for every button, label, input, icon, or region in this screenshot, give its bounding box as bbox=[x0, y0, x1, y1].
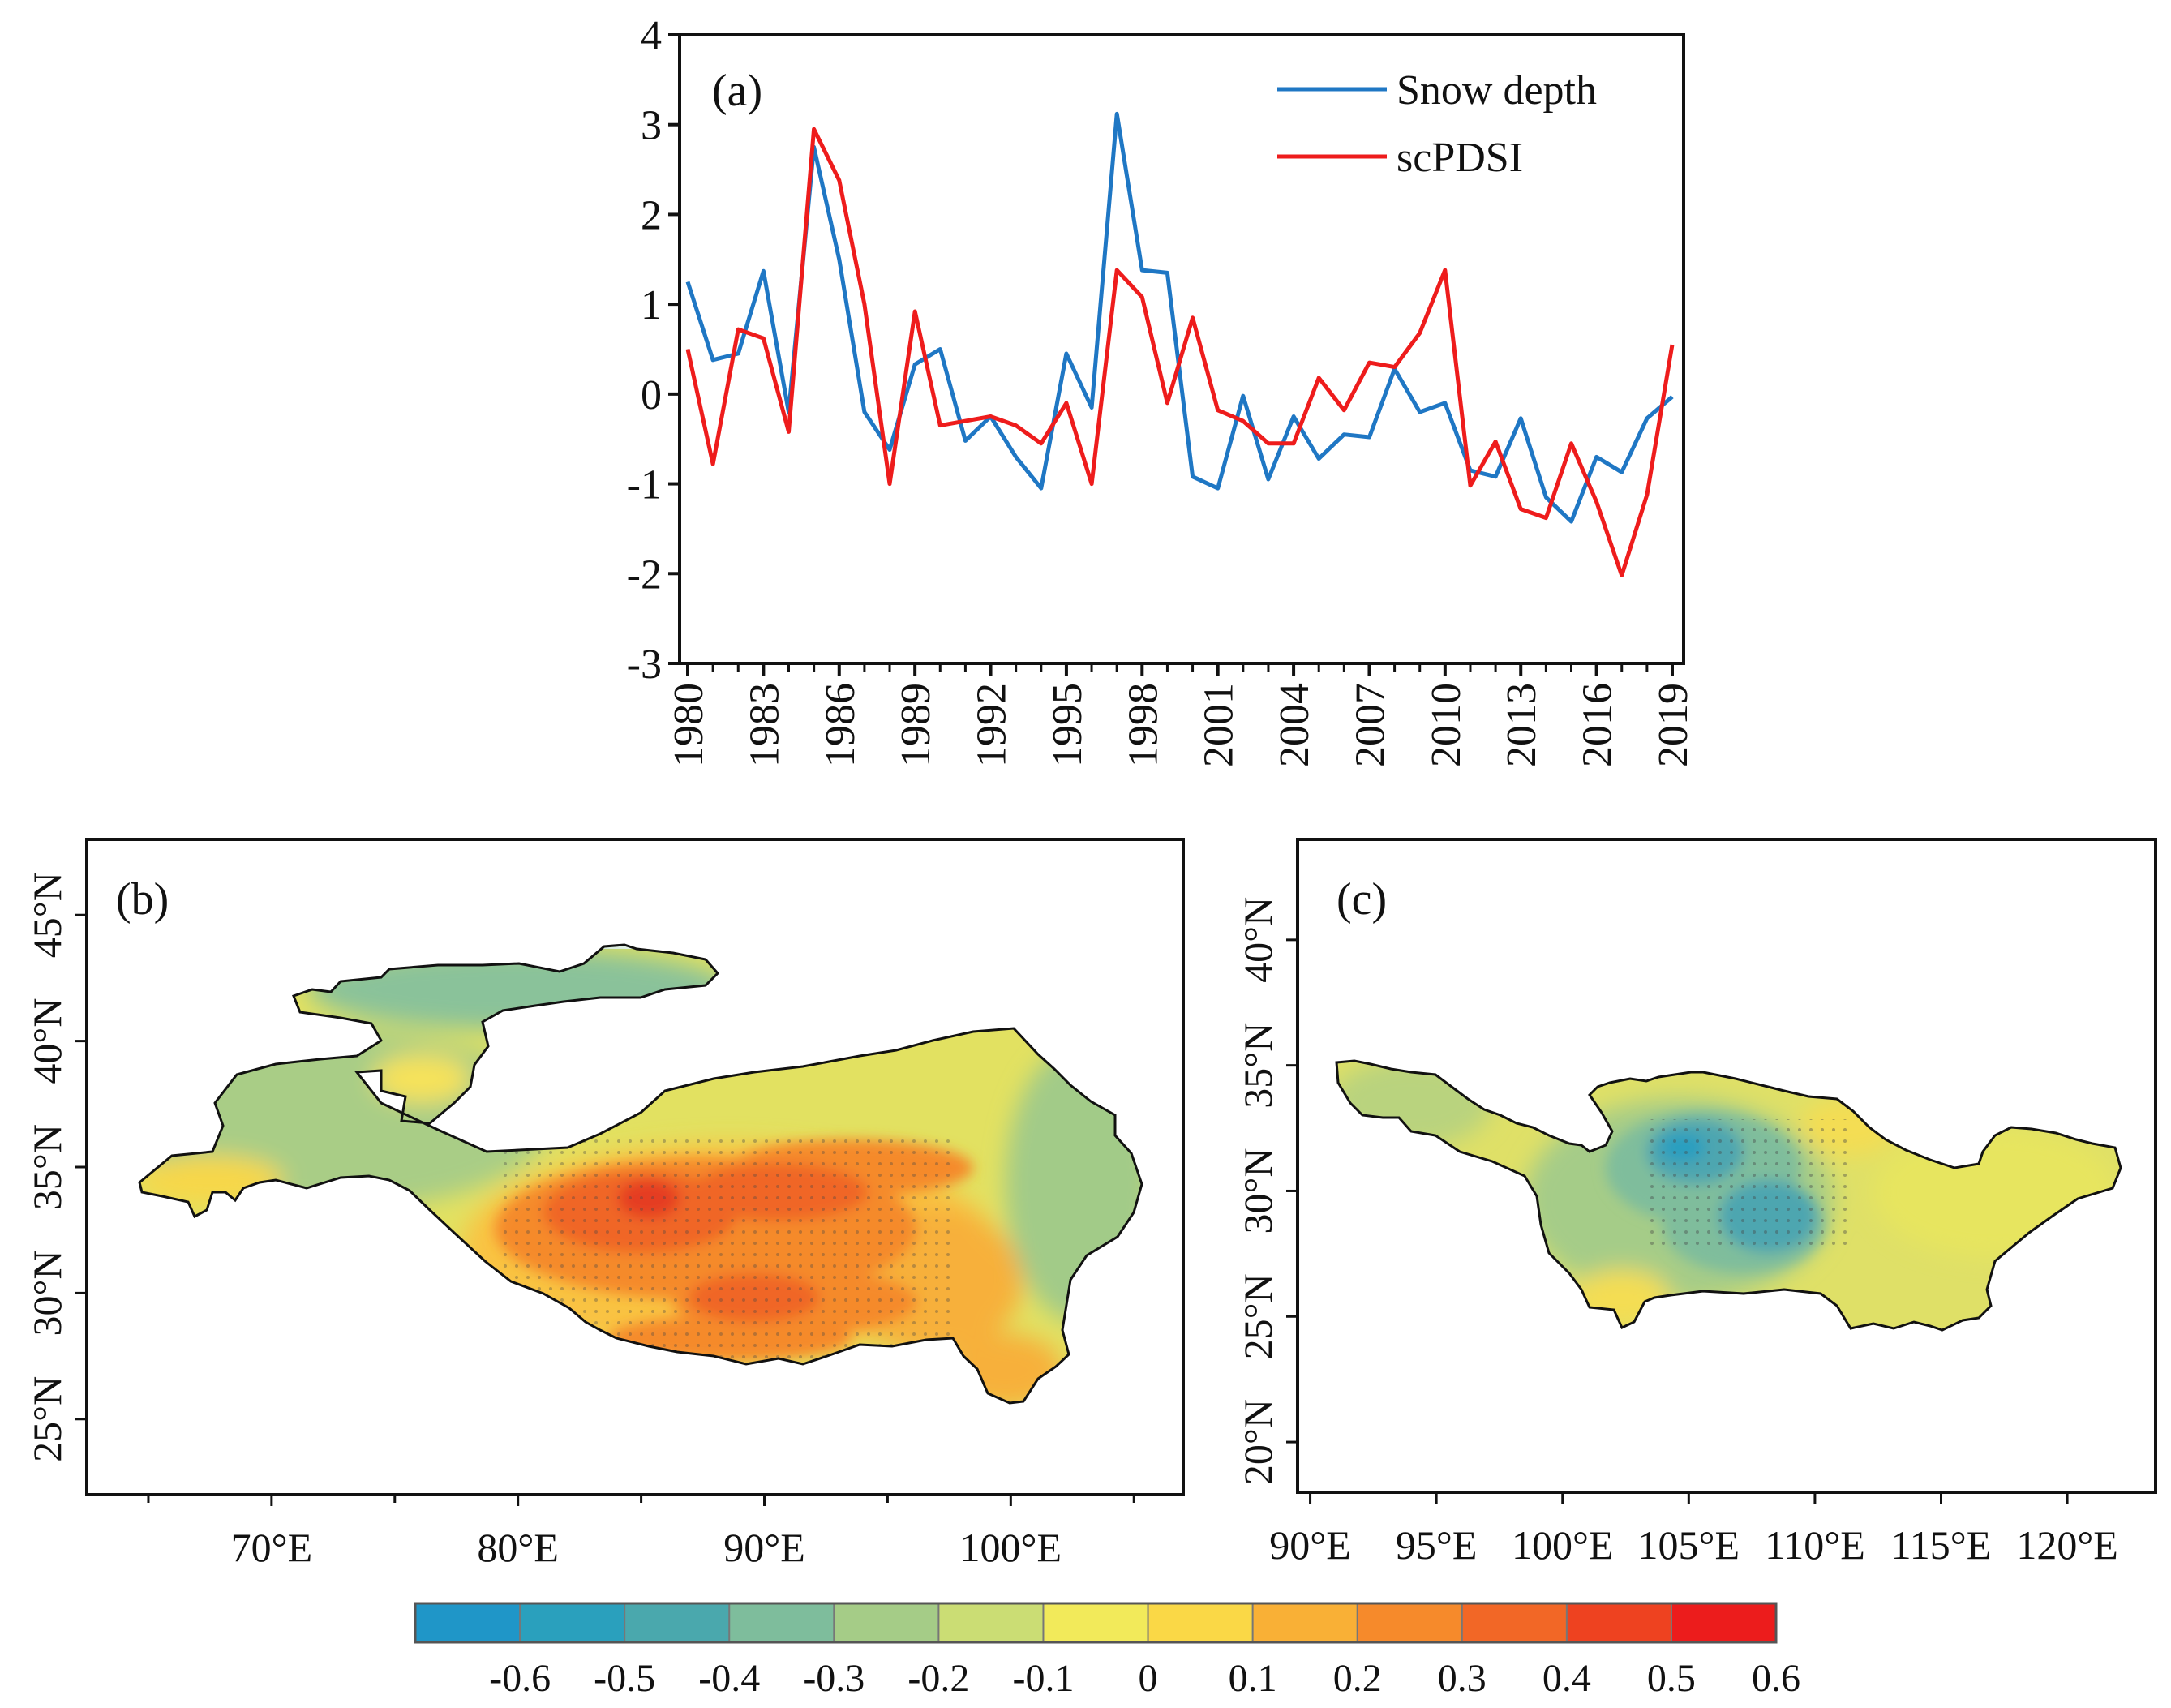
colorbar-tick-label: 0 bbox=[1139, 1657, 1158, 1700]
x-tick-label: 1989 bbox=[893, 683, 939, 767]
lon-tick-label: 95°E bbox=[1396, 1522, 1478, 1568]
lon-tick-label: 115°E bbox=[1891, 1522, 1992, 1568]
x-tick-label: 2016 bbox=[1575, 683, 1621, 767]
colorbar-tick-label: -0.6 bbox=[489, 1657, 551, 1700]
map-frame-b bbox=[85, 838, 1185, 1496]
lat-tick-label: 25°N bbox=[1235, 1273, 1281, 1359]
x-tick-label: 2013 bbox=[1499, 683, 1545, 767]
lat-tick-label: 25°N bbox=[24, 1376, 70, 1462]
x-tick-label: 1986 bbox=[817, 683, 864, 767]
colorbar-tick-label: 0.2 bbox=[1333, 1657, 1382, 1700]
colorbar: -0.6 -0.5 -0.4 -0.3 -0.2 -0.1 0 0.1 0.2 0.3 0.4 0.5… bbox=[414, 1602, 1800, 1700]
plot-frame-a bbox=[678, 33, 1685, 665]
legend-label-snow-depth: Snow depth bbox=[1397, 67, 1597, 114]
colorbar-tick-label: -0.3 bbox=[803, 1657, 865, 1700]
lat-tick-label: 30°N bbox=[24, 1250, 70, 1336]
map-panel-c: 90°E 95°E 100°E 105°E 110°E 115°E 120°E 40°N 35°… bbox=[1235, 838, 2157, 1568]
series-lines bbox=[685, 111, 1675, 577]
x-tick-label: 1980 bbox=[666, 683, 712, 767]
colorbar-tick-label: 0.3 bbox=[1438, 1657, 1487, 1700]
colorbar-tick-label: -0.2 bbox=[907, 1657, 969, 1700]
panel-label-c: (c) bbox=[1336, 874, 1387, 925]
y-tick-label: -2 bbox=[627, 551, 662, 598]
map-panel-b: 70°E 80°E 90°E 100°E 45°N 40°N 35°N 30°N 25°N (b… bbox=[24, 838, 1185, 1570]
colorbar-swatch bbox=[1251, 1603, 1359, 1643]
x-tick-label: 2010 bbox=[1423, 683, 1470, 767]
y-tick-label: 2 bbox=[641, 192, 662, 238]
colorbar-swatch bbox=[728, 1603, 835, 1643]
panel-label-b: (b) bbox=[116, 874, 169, 925]
lat-tick-label: 20°N bbox=[1235, 1399, 1281, 1485]
lat-tick-label: 30°N bbox=[1235, 1148, 1281, 1234]
x-tick-label: 1992 bbox=[969, 683, 1015, 767]
y-tick-label: -1 bbox=[627, 462, 662, 509]
colorbar-swatch bbox=[519, 1603, 626, 1643]
x-tick-label: 2001 bbox=[1196, 683, 1242, 767]
lat-tick-label: 45°N bbox=[24, 872, 70, 958]
colorbar-swatch bbox=[1042, 1603, 1150, 1643]
x-axis-ticks: 1980 1983 1986 1989 1992 1995 1998 2001 2004 2007… bbox=[666, 663, 1697, 767]
lon-tick-label: 90°E bbox=[1269, 1522, 1351, 1568]
y-axis-ticks: 4 3 2 1 0 -1 -2 -3 bbox=[627, 13, 680, 688]
lon-tick-label: 105°E bbox=[1638, 1522, 1740, 1568]
region-outline-b bbox=[138, 943, 1143, 1405]
y-tick-label: 4 bbox=[641, 13, 662, 59]
colorbar-swatch bbox=[937, 1603, 1045, 1643]
axis-ticks-c: 90°E 95°E 100°E 105°E 110°E 115°E 120°E 40°N 35°… bbox=[1235, 897, 2118, 1568]
axis-ticks-b: 70°E 80°E 90°E 100°E 45°N 40°N 35°N 30°N 25°N bbox=[24, 872, 1135, 1570]
lon-tick-label: 70°E bbox=[231, 1525, 313, 1570]
y-tick-label: -3 bbox=[627, 642, 662, 688]
colorbar-swatch bbox=[1670, 1603, 1778, 1643]
series-line-scpdsi bbox=[685, 127, 1675, 577]
colorbar-swatch bbox=[1565, 1603, 1673, 1643]
colorbar-swatch bbox=[414, 1603, 521, 1643]
colorbar-tick-label: 0.1 bbox=[1229, 1657, 1277, 1700]
map-frame-c bbox=[1296, 838, 2157, 1494]
colorbar-swatch bbox=[624, 1603, 731, 1643]
lon-tick-label: 100°E bbox=[960, 1525, 1062, 1570]
lat-tick-label: 40°N bbox=[24, 998, 70, 1084]
colorbar-tick-label: 0.6 bbox=[1752, 1657, 1800, 1700]
lon-tick-label: 120°E bbox=[2016, 1522, 2118, 1568]
correlation-field-c bbox=[1336, 1061, 2121, 1330]
y-tick-label: 1 bbox=[641, 282, 662, 328]
line-chart-panel-a: 4 3 2 1 0 -1 -2 -3 1980 1983 1986 1989 1992 1995 1998… bbox=[627, 13, 1697, 767]
lon-tick-label: 110°E bbox=[1765, 1522, 1865, 1568]
lon-tick-label: 90°E bbox=[723, 1525, 805, 1570]
colorbar-swatch bbox=[1461, 1603, 1568, 1643]
colorbar-frame bbox=[414, 1602, 1778, 1644]
panel-label-a: (a) bbox=[712, 66, 762, 116]
y-tick-label: 3 bbox=[641, 103, 662, 149]
correlation-field-b bbox=[139, 949, 1142, 1403]
colorbar-tick-label: 0.5 bbox=[1647, 1657, 1696, 1700]
colorbar-swatch bbox=[833, 1603, 940, 1643]
lon-tick-label: 80°E bbox=[477, 1525, 559, 1570]
x-tick-label: 1995 bbox=[1045, 683, 1091, 767]
colorbar-tick-label: 0.4 bbox=[1542, 1657, 1591, 1700]
x-tick-label: 2019 bbox=[1650, 683, 1697, 767]
lat-tick-label: 35°N bbox=[1235, 1023, 1281, 1109]
colorbar-tick-label: -0.5 bbox=[594, 1657, 655, 1700]
legend-label-scpdsi: scPDSI bbox=[1397, 135, 1523, 181]
lat-tick-label: 40°N bbox=[1235, 897, 1281, 983]
x-tick-label: 2007 bbox=[1347, 683, 1393, 767]
y-tick-label: 0 bbox=[641, 372, 662, 418]
x-tick-label: 1998 bbox=[1120, 683, 1166, 767]
colorbar-swatch bbox=[1356, 1603, 1464, 1643]
colorbar-tick-label: -0.4 bbox=[698, 1657, 760, 1700]
x-tick-label: 1983 bbox=[741, 683, 787, 767]
x-tick-label: 2004 bbox=[1272, 683, 1318, 767]
lat-tick-label: 35°N bbox=[24, 1124, 70, 1210]
colorbar-tick-label: -0.1 bbox=[1012, 1657, 1074, 1700]
colorbar-swatch bbox=[1147, 1603, 1255, 1643]
legend: Snow depth scPDSI bbox=[1277, 67, 1597, 181]
region-outline-c bbox=[1335, 1059, 2122, 1332]
series-line-snow-depth bbox=[685, 111, 1674, 524]
lon-tick-label: 100°E bbox=[1512, 1522, 1614, 1568]
